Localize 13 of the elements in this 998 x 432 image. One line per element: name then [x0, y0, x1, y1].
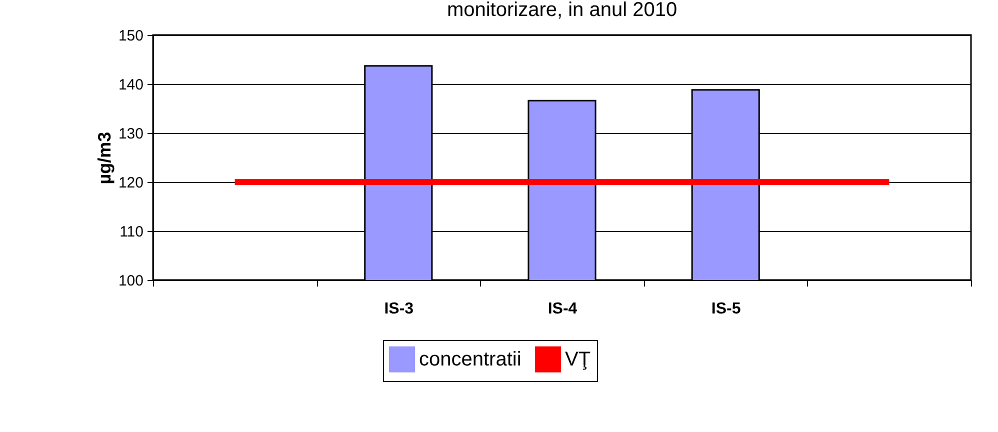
y-tick-label: 120 — [118, 174, 144, 192]
x-tick-label: IS-4 — [548, 300, 578, 318]
x-tick-label: IS-3 — [384, 300, 414, 318]
y-tick-label: 140 — [118, 76, 144, 94]
y-tick-label: 130 — [118, 126, 144, 142]
y-tick-label: 150 — [118, 28, 144, 44]
legend-label: VŢ — [565, 348, 591, 370]
legend-label: concentratii — [419, 348, 522, 370]
y-tick-label: 110 — [120, 224, 144, 240]
y-tick-label: 100 — [118, 272, 144, 290]
x-tick-label: IS-5 — [711, 300, 741, 318]
y-axis-title: µg/m3 — [94, 132, 114, 184]
chart-title: monitorizare, in anul 2010 — [446, 0, 678, 21]
